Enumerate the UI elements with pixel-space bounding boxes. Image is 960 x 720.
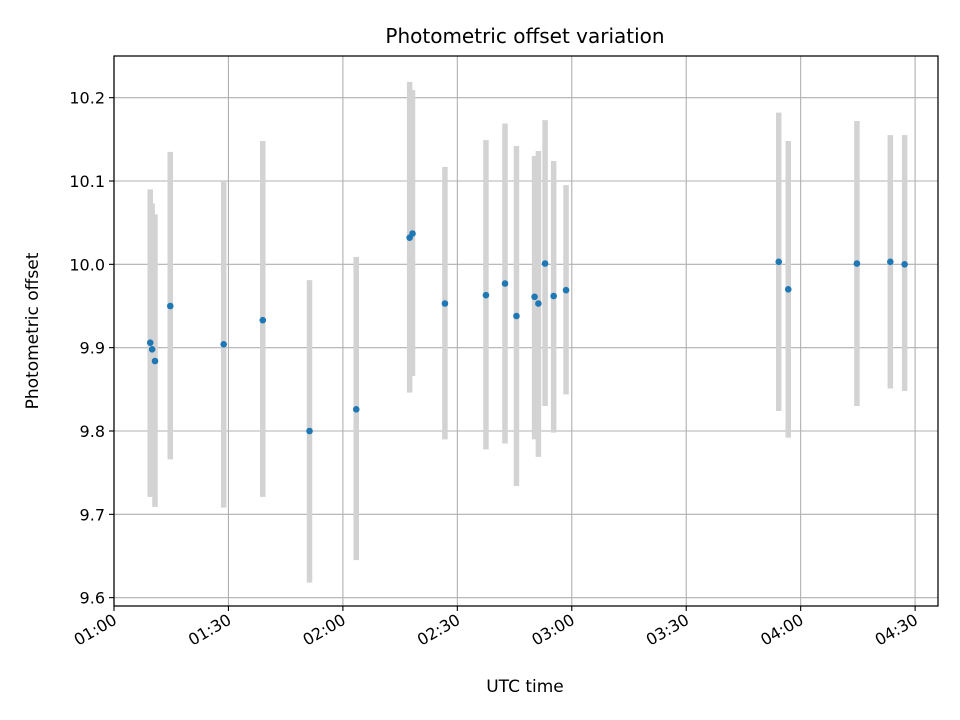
data-point	[513, 312, 520, 320]
data-point	[550, 292, 557, 300]
data-point	[887, 258, 894, 266]
data-point	[306, 427, 313, 435]
y-axis-ticks: 9.6 9.7 9.8 9.9 10.0 10.1 10.2	[69, 89, 114, 608]
data-point	[853, 260, 861, 267]
y-tick-label: 9.7	[80, 505, 105, 524]
data-point	[166, 302, 174, 310]
data-point	[535, 300, 542, 307]
data-point	[259, 316, 267, 324]
data-point	[784, 286, 792, 293]
data-point	[151, 357, 159, 365]
y-tick-label: 10.2	[69, 89, 105, 108]
data-point	[220, 341, 227, 348]
data-point	[901, 261, 908, 268]
data-point	[352, 406, 360, 413]
y-tick-label: 9.8	[80, 422, 105, 441]
data-point	[531, 293, 538, 301]
data-point	[501, 280, 509, 287]
y-axis-label: Photometric offset	[23, 252, 43, 409]
data-point	[562, 286, 570, 294]
chart-title: Photometric offset variation	[385, 24, 664, 48]
point-layer	[146, 230, 908, 435]
y-tick-label: 10.0	[69, 255, 105, 274]
plot-frame	[113, 55, 939, 607]
data-point	[441, 300, 449, 307]
data-point	[541, 260, 549, 267]
y-tick-label: 9.6	[80, 589, 105, 608]
data-point	[775, 258, 783, 266]
data-point	[146, 339, 154, 346]
x-axis-label: UTC time	[486, 677, 564, 697]
data-point	[409, 230, 416, 237]
y-tick-label: 9.9	[80, 339, 105, 358]
y-tick-label: 10.1	[69, 172, 105, 191]
data-point	[148, 346, 156, 353]
data-point	[482, 291, 490, 299]
grid-layer	[113, 56, 938, 606]
